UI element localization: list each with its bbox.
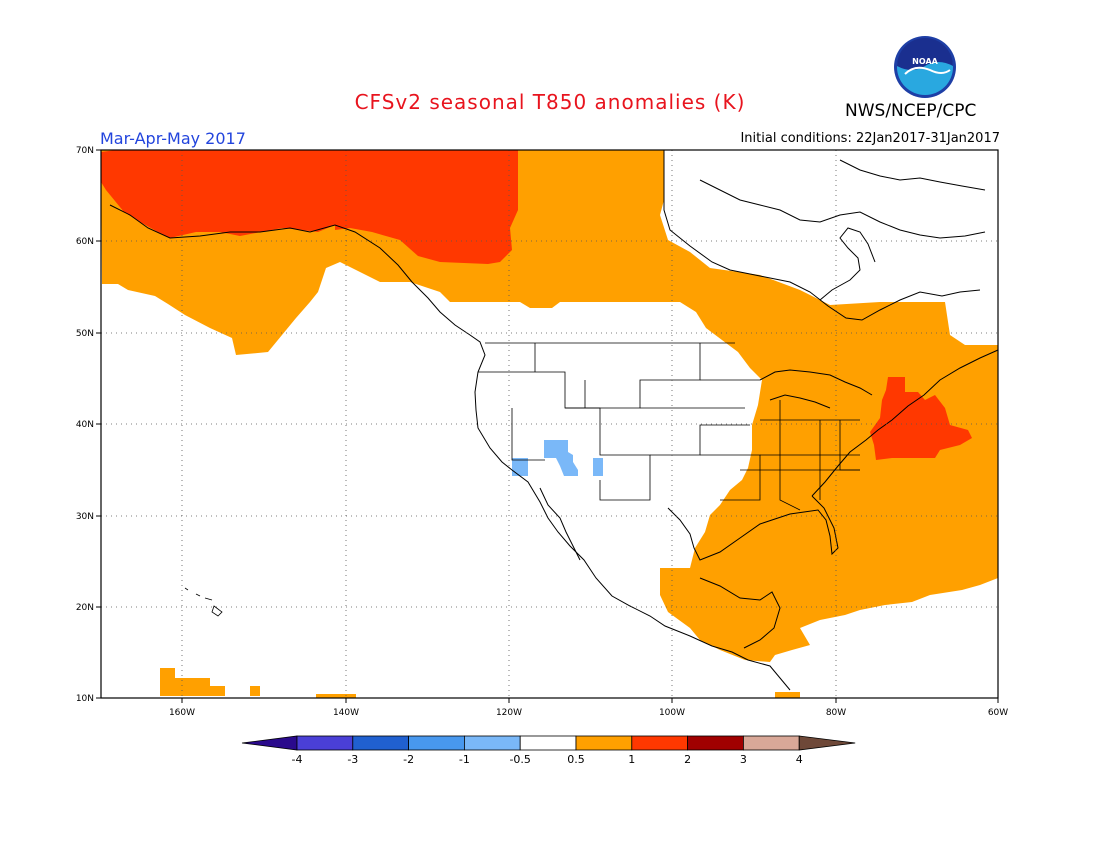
lat-label: 70N — [76, 146, 94, 156]
initial-conditions-label: Initial conditions: 22Jan2017-31Jan2017 — [740, 131, 1000, 146]
colorbar-segments — [241, 735, 856, 751]
lat-label: 50N — [76, 329, 94, 339]
noaa-logo-text: NOAA — [912, 57, 938, 66]
lon-labels: 160W 140W 120W 100W 80W 60W — [169, 708, 1008, 718]
colorbar-label: -2 — [403, 753, 414, 766]
lat-label: 10N — [76, 694, 94, 704]
colorbar-segment — [687, 735, 744, 751]
lat-label: 20N — [76, 603, 94, 613]
colorbar-segment — [352, 735, 409, 751]
lon-label: 120W — [496, 708, 522, 718]
chart-title: CFSv2 seasonal T850 anomalies (K) — [354, 90, 746, 114]
colorbar-label: -0.5 — [509, 753, 530, 766]
tick-marks — [96, 149, 999, 703]
coastlines — [109, 150, 999, 691]
colorbar-label: 2 — [684, 753, 691, 766]
hawaii-islands — [184, 587, 223, 617]
lon-label: 140W — [333, 708, 359, 718]
colorbar-label: 3 — [740, 753, 747, 766]
anomaly-fill-blue — [512, 440, 603, 476]
colorbar-segment — [575, 735, 633, 751]
noaa-logo: NOAA — [894, 36, 956, 98]
lon-label: 100W — [659, 708, 685, 718]
lon-label: 60W — [988, 708, 1008, 718]
season-label: Mar-Apr-May 2017 — [100, 129, 246, 148]
lon-label: 80W — [826, 708, 846, 718]
lat-label: 40N — [76, 420, 94, 430]
colorbar-segment — [463, 735, 521, 751]
colorbar-segment — [296, 735, 354, 751]
colorbar-label: 0.5 — [567, 753, 585, 766]
colorbar-segment — [631, 735, 688, 751]
colorbar-labels: -4 -3 -2 -1 -0.5 0.5 1 2 3 4 — [292, 753, 803, 766]
colorbar-segment — [743, 735, 800, 751]
colorbar-arrow-low — [241, 735, 298, 751]
anomaly-fill-red — [101, 150, 972, 460]
colorbar-label: 4 — [796, 753, 803, 766]
colorbar-label: -1 — [459, 753, 470, 766]
lat-labels: 70N 60N 50N 40N 30N 20N 10N — [76, 146, 94, 704]
lat-label: 30N — [76, 512, 94, 522]
lon-label: 160W — [169, 708, 195, 718]
colorbar-segment — [519, 735, 577, 751]
agency-label: NWS/NCEP/CPC — [845, 101, 977, 121]
colorbar-label: -4 — [292, 753, 303, 766]
lat-label: 60N — [76, 237, 94, 247]
anomaly-fill-orange — [101, 150, 998, 698]
colorbar-segment — [408, 735, 465, 751]
colorbar-label: 1 — [628, 753, 635, 766]
colorbar-arrow-high — [798, 735, 856, 751]
colorbar-label: -3 — [347, 753, 358, 766]
state-borders — [478, 342, 860, 511]
